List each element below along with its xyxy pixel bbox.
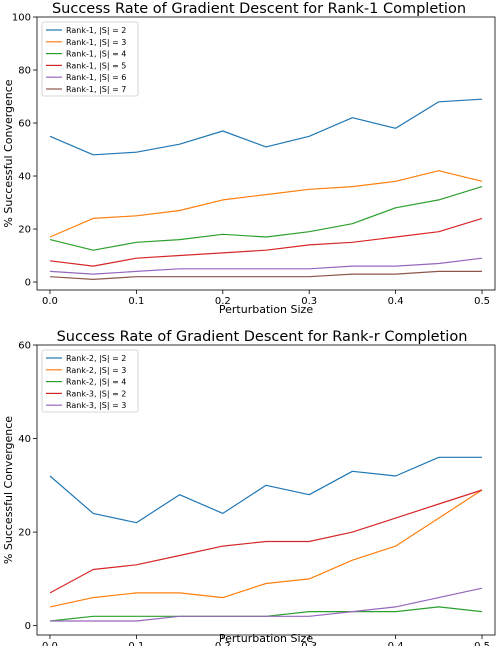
y-tick-label: 40	[18, 434, 31, 445]
x-tick-label: 0.1	[128, 296, 144, 307]
plot-frame	[36, 16, 496, 291]
y-tick-label: 0	[25, 278, 31, 289]
y-tick-label: 20	[18, 225, 31, 236]
x-tick-label: 0.0	[42, 641, 58, 646]
chart-title: Success Rate of Gradient Descent for Ran…	[52, 1, 466, 17]
series-line-4	[49, 217, 483, 267]
legend-box	[41, 21, 139, 97]
legend-label: Rank-1, |S| = 5	[66, 61, 126, 70]
x-tick-label: 0.4	[388, 641, 404, 646]
y-tick-label: 60	[18, 341, 31, 352]
legend-label: Rank-2, |S| = 4	[66, 378, 126, 387]
series-line-5	[49, 257, 483, 275]
series-line-3	[49, 186, 483, 251]
y-axis-label: % Successful Convergence	[2, 416, 15, 564]
legend-label: Rank-1, |S| = 7	[66, 85, 126, 94]
legend-label: Rank-3, |S| = 3	[66, 401, 126, 410]
series-line-5	[50, 587, 483, 622]
legend-label: Rank-2, |S| = 2	[66, 354, 126, 363]
legend-label: Rank-2, |S| = 3	[66, 366, 126, 375]
legend-label: Rank-1, |S| = 6	[66, 73, 126, 82]
rank-r-chart-svg: Success Rate of Gradient Descent for Ran…	[2, 329, 496, 650]
x-tick-label: 0.1	[128, 641, 144, 646]
series-line-2	[49, 170, 483, 238]
rank-1-chart: Success Rate of Gradient Descent for Ran…	[0, 0, 502, 318]
y-tick-label: 60	[18, 119, 31, 130]
legend-label: Rank-1, |S| = 3	[66, 38, 126, 47]
legend: Rank-1, |S| = 2 Rank-1, |S| = 3 Rank-1, |S…	[41, 21, 139, 97]
plot-frame	[36, 344, 496, 636]
chart-title: Success Rate of Gradient Descent for Ran…	[57, 329, 468, 345]
y-tick-label: 0	[25, 621, 31, 632]
series-line-4	[49, 489, 483, 594]
series-line-6	[49, 270, 482, 280]
y-tick-label: 20	[18, 528, 31, 539]
x-tick-label: 0.0	[42, 296, 58, 307]
tick-group: 0.0 0.1 0.2 0.3 0.4 0.5 0 20 40 60 80 100	[12, 13, 490, 308]
x-tick-label: 0.4	[388, 296, 404, 307]
x-tick-label: 0.5	[474, 296, 490, 307]
x-axis-label: Perturbation Size	[219, 632, 313, 645]
series-group	[49, 456, 483, 622]
legend-label: Rank-1, |S| = 2	[66, 26, 126, 35]
series-line-3	[49, 606, 483, 622]
series-line-1	[49, 98, 483, 156]
series-line-1	[49, 456, 482, 524]
y-axis-label: % Successful Convergence	[2, 79, 15, 227]
series-group	[49, 98, 483, 280]
legend-label: Rank-3, |S| = 2	[66, 389, 126, 398]
legend-label: Rank-1, |S| = 4	[66, 50, 126, 59]
y-tick-label: 80	[18, 66, 31, 77]
rank-1-chart-svg: Success Rate of Gradient Descent for Ran…	[2, 1, 496, 316]
rank-r-chart: Success Rate of Gradient Descent for Ran…	[0, 318, 502, 650]
x-tick-label: 0.3	[301, 296, 317, 307]
y-tick-label: 40	[18, 172, 31, 183]
series-line-2	[49, 489, 483, 608]
x-axis-label: Perturbation Size	[219, 303, 313, 316]
x-tick-label: 0.2	[215, 296, 231, 307]
y-tick-label: 100	[12, 13, 31, 24]
legend: Rank-2, |S| = 2 Rank-2, |S| = 3 Rank-2, |S…	[41, 349, 139, 413]
x-tick-label: 0.5	[474, 641, 490, 646]
legend-box	[41, 349, 139, 413]
